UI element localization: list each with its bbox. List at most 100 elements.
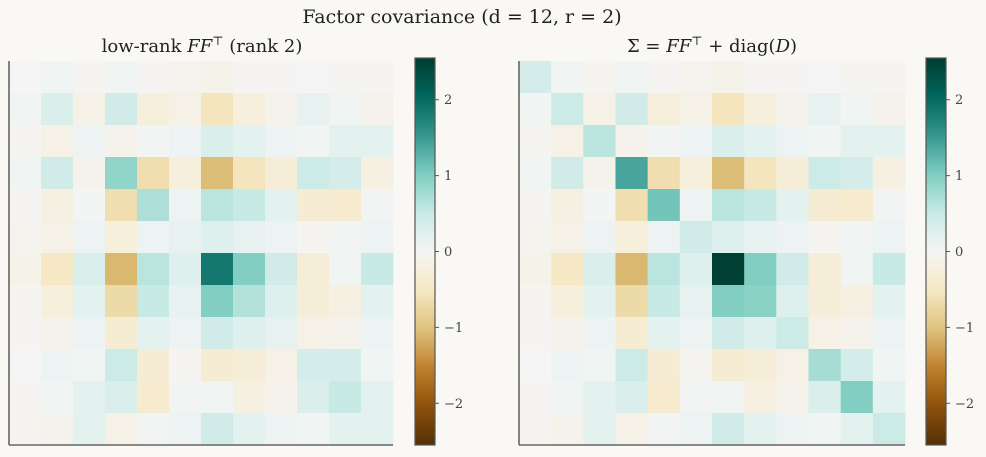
- heatmap-cell: [9, 157, 42, 190]
- heatmap-cell: [647, 413, 681, 446]
- heatmap-cell: [361, 253, 394, 286]
- heatmap-cell: [361, 157, 394, 190]
- heatmap-cell: [776, 317, 809, 350]
- heatmap-cell: [679, 349, 713, 382]
- heatmap-cell: [615, 349, 649, 382]
- heatmap-cell: [872, 221, 906, 254]
- heatmap-cell: [583, 285, 616, 318]
- heatmap-cell: [744, 221, 777, 254]
- heatmap-cell: [840, 381, 874, 414]
- heatmap-cell: [233, 413, 266, 446]
- heatmap-cell: [169, 349, 202, 382]
- heatmap-cell: [679, 157, 713, 190]
- colorbar-tick-label: 2: [444, 93, 452, 108]
- colorbar-tick-label: −1: [955, 321, 974, 336]
- heatmap-cell: [233, 61, 266, 94]
- heatmap-cell: [679, 125, 713, 158]
- heatmap-cell: [169, 317, 202, 350]
- heatmap-cell: [137, 381, 170, 414]
- heatmap-cell: [41, 221, 74, 254]
- heatmap-cell: [329, 189, 362, 222]
- heatmap-cell: [105, 381, 138, 414]
- heatmap-cell: [233, 381, 266, 414]
- heatmap-cell: [744, 189, 777, 222]
- heatmap-cell: [840, 349, 874, 382]
- heatmap-cell: [840, 61, 874, 94]
- heatmap-cell: [73, 189, 106, 222]
- heatmap-cell: [73, 93, 106, 126]
- heatmap-cell: [519, 221, 552, 254]
- heatmap-cell: [519, 61, 552, 94]
- heatmap-cell: [679, 317, 713, 350]
- heatmap-cell: [808, 413, 842, 446]
- heatmap-cell: [712, 349, 745, 382]
- heatmap-cell: [137, 189, 170, 222]
- heatmap-cell: [808, 253, 842, 286]
- heatmap-cell: [41, 253, 74, 286]
- heatmap-cell: [233, 285, 266, 318]
- heatmap-cell: [41, 317, 74, 350]
- heatmap-cell: [519, 381, 552, 414]
- heatmap-cell: [201, 253, 234, 286]
- heatmap-cell: [583, 125, 616, 158]
- heatmap-cell: [329, 349, 362, 382]
- heatmap-cell: [744, 381, 777, 414]
- heatmap-cell: [840, 285, 874, 318]
- heatmap-cell: [551, 253, 584, 286]
- heatmap-cell: [744, 253, 777, 286]
- heatmap-cell: [519, 157, 552, 190]
- heatmap-cell: [551, 285, 584, 318]
- heatmap-cell: [41, 285, 74, 318]
- heatmap-cell: [9, 221, 42, 254]
- heatmap-cell: [361, 221, 394, 254]
- heatmap-cell: [583, 253, 616, 286]
- heatmap-cell: [679, 381, 713, 414]
- heatmap-cell: [41, 381, 74, 414]
- heatmap-cell: [679, 221, 713, 254]
- heatmap-cell: [647, 61, 681, 94]
- heatmap-cell: [551, 157, 584, 190]
- heatmap-cell: [647, 93, 681, 126]
- heatmap-cell: [105, 125, 138, 158]
- heatmap-cell: [776, 349, 809, 382]
- heatmap-cell: [583, 413, 616, 446]
- heatmap-cell: [41, 157, 74, 190]
- heatmap-cell: [872, 253, 906, 286]
- heatmap-cell: [105, 285, 138, 318]
- heatmap-right: −2 −1 0 1 2: [518, 57, 974, 446]
- heatmap-cell: [169, 413, 202, 446]
- heatmap-cell: [840, 317, 874, 350]
- heatmap-cell: [712, 93, 745, 126]
- heatmap-cell: [233, 253, 266, 286]
- heatmap-cell: [808, 189, 842, 222]
- heatmap-cell: [840, 221, 874, 254]
- colorbar-tick-label: −2: [444, 397, 463, 412]
- heatmap-cell: [233, 349, 266, 382]
- heatmap-cell: [583, 93, 616, 126]
- heatmap-cell: [519, 317, 552, 350]
- heatmap-cell: [712, 61, 745, 94]
- heatmap-cell: [297, 253, 330, 286]
- heatmap-cell: [105, 317, 138, 350]
- heatmap-cell: [615, 285, 649, 318]
- heatmap-cell: [297, 189, 330, 222]
- heatmap-cell: [872, 381, 906, 414]
- heatmap-cell: [329, 221, 362, 254]
- heatmap-cell: [265, 349, 298, 382]
- heatmap-cell: [9, 61, 42, 94]
- heatmap-cell: [361, 317, 394, 350]
- heatmap-cell: [41, 349, 74, 382]
- heatmap-cell: [519, 93, 552, 126]
- heatmap-cell: [583, 157, 616, 190]
- heatmap-cell: [169, 285, 202, 318]
- heatmap-cell: [808, 93, 842, 126]
- heatmap-cell: [9, 253, 42, 286]
- heatmap-cell: [9, 317, 42, 350]
- heatmap-cell: [361, 61, 394, 94]
- colorbar-tick-label: 0: [444, 245, 452, 260]
- heatmap-cell: [712, 253, 745, 286]
- heatmap-cell: [808, 61, 842, 94]
- heatmap-cell: [551, 93, 584, 126]
- heatmap-cell: [201, 381, 234, 414]
